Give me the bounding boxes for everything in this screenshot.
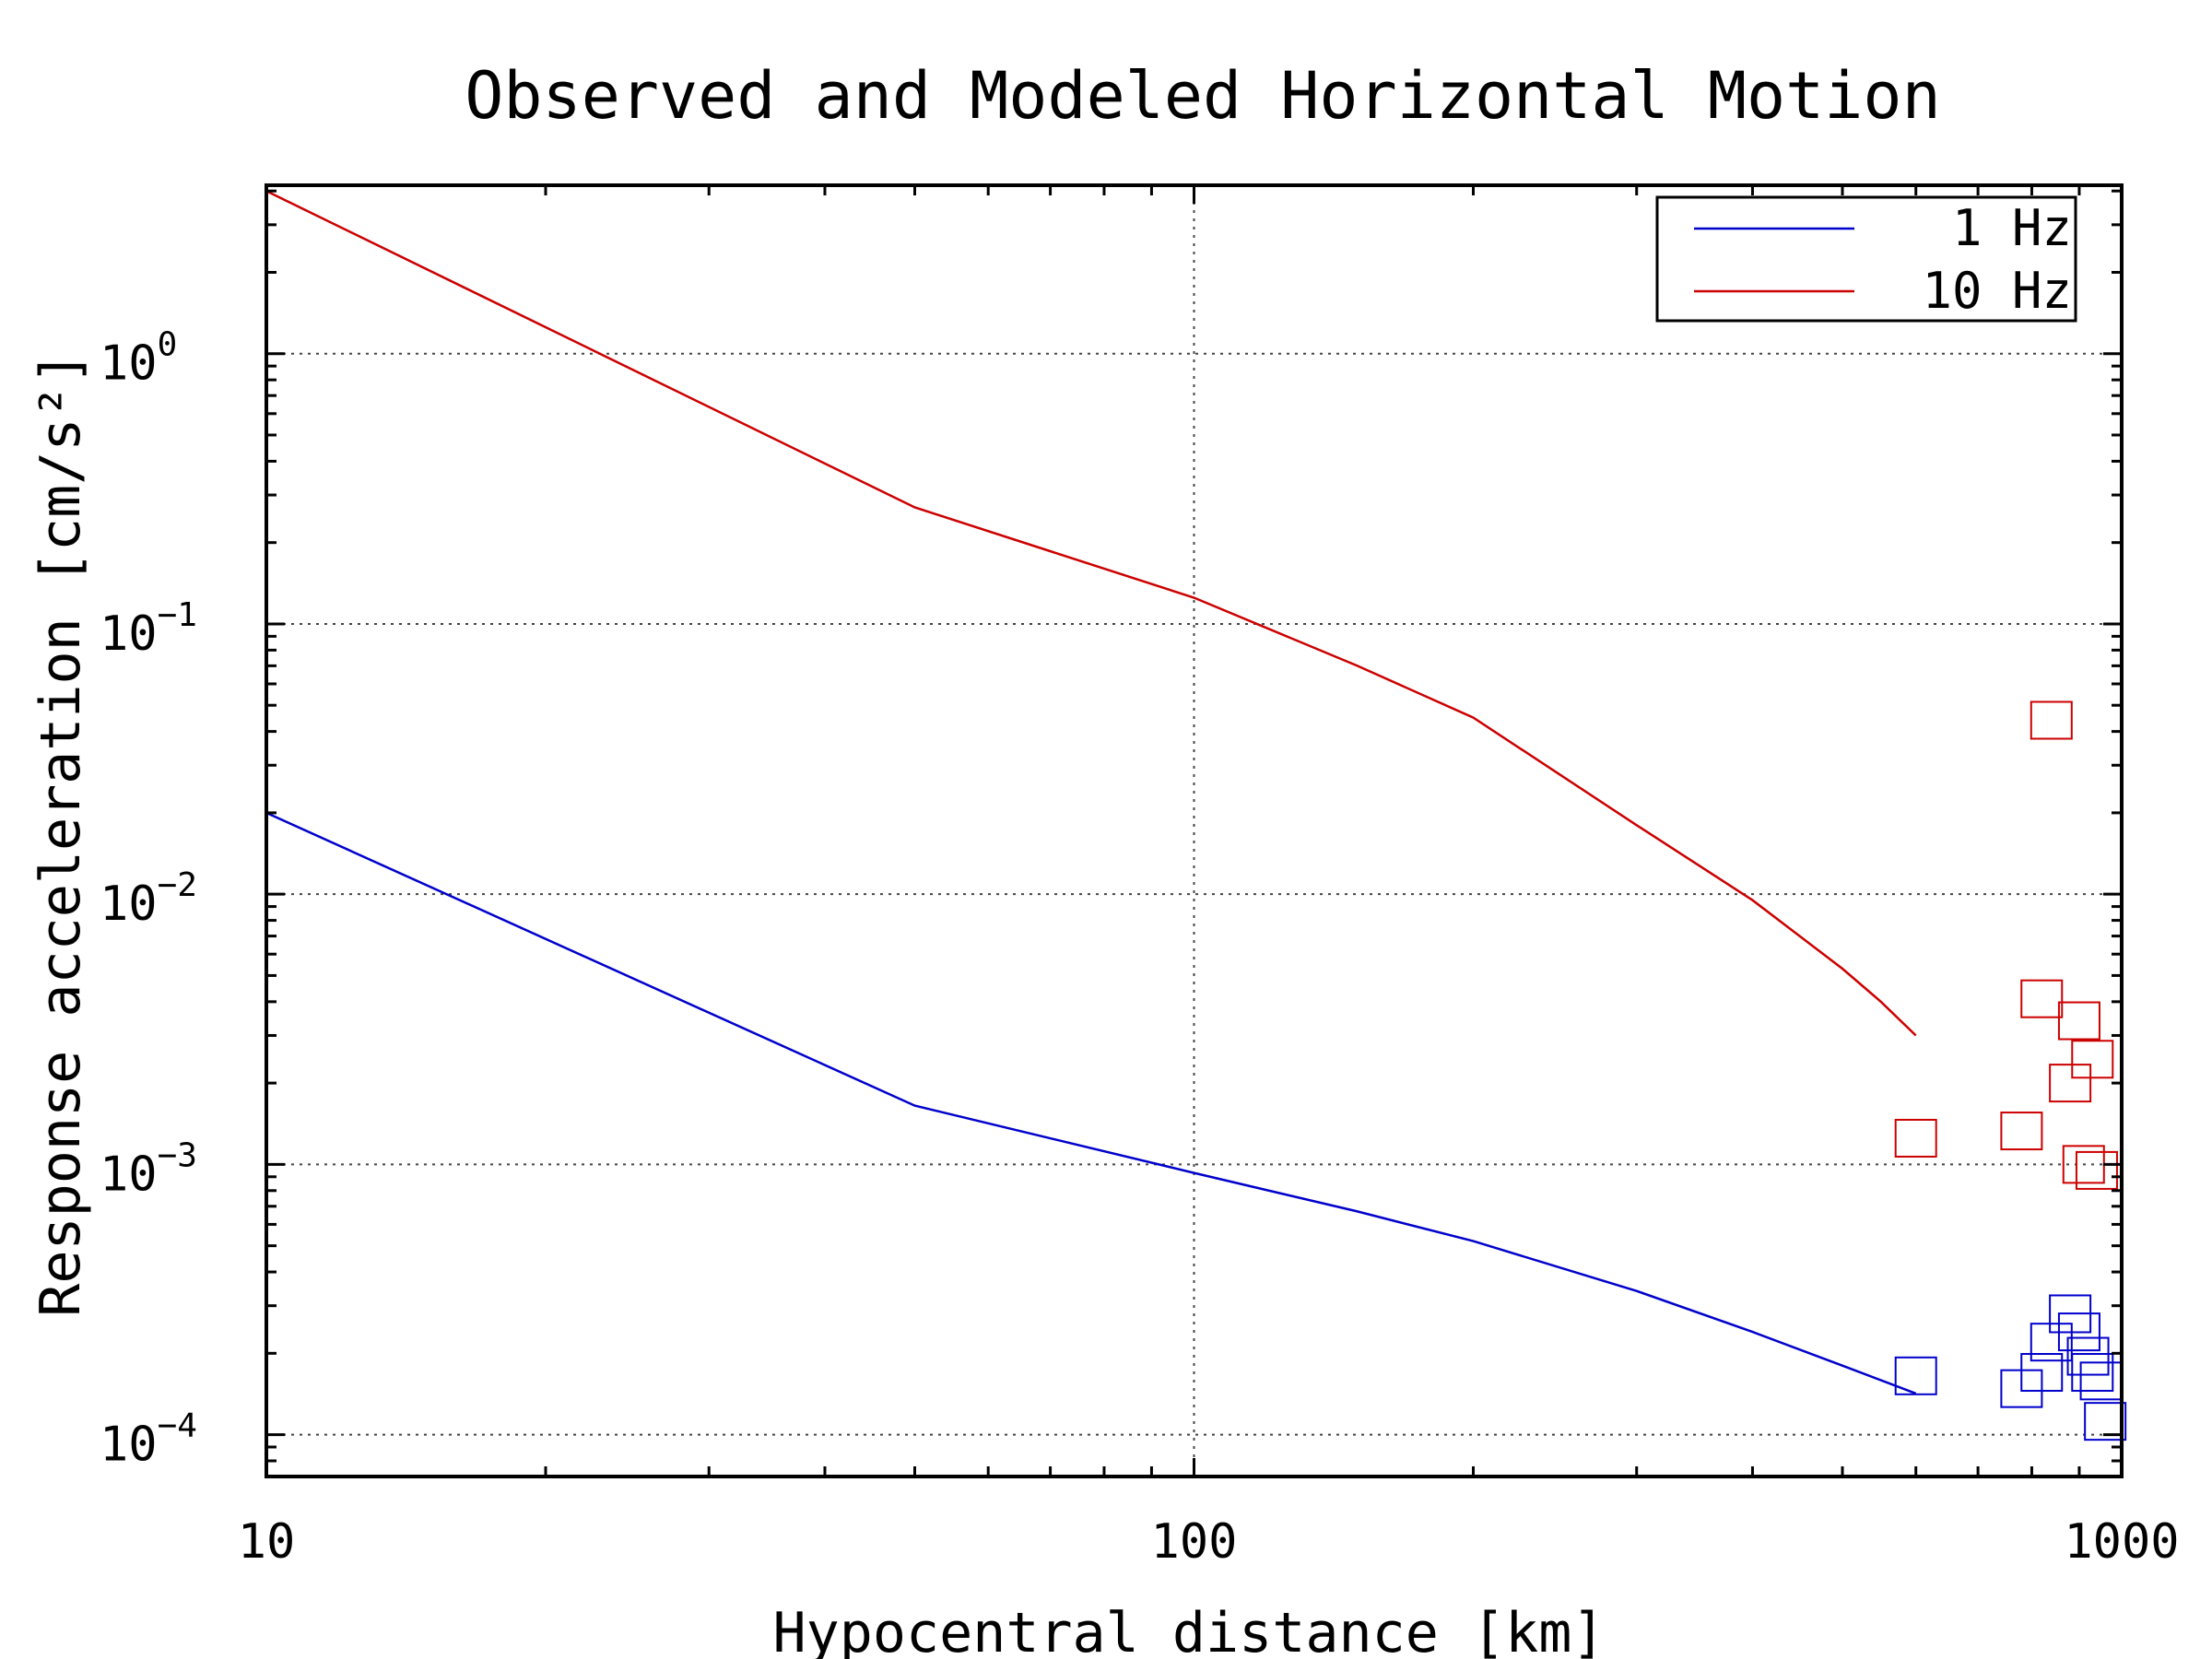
observed-point-10-hz (1894, 1118, 1937, 1158)
observed-point-1-hz (2057, 1312, 2100, 1352)
observed-point-10-hz (2000, 1112, 2043, 1151)
legend-label: 1 Hz (1952, 199, 2072, 257)
observed-point-1-hz (1894, 1356, 1937, 1395)
y-tick-label: 10−1 (100, 596, 197, 662)
grid (266, 185, 2122, 1477)
x-tick-label: 100 (1151, 1514, 1238, 1570)
chart-title: Observed and Modeled Horizontal Motion (465, 58, 1940, 134)
model-line-10-hz (265, 190, 1917, 1037)
observed-point-10-hz (2020, 979, 2064, 1018)
observed-point-10-hz (2030, 700, 2073, 740)
observed-point-1-hz (2020, 1353, 2064, 1393)
y-tick-label: 10−4 (100, 1407, 197, 1473)
observed-point-1-hz (2066, 1336, 2110, 1376)
observed-point-10-hz (2071, 1040, 2114, 1079)
observed-point-1-hz (2079, 1361, 2123, 1401)
observed-point-10-hz (2075, 1150, 2118, 1190)
x-tick-label: 10 (238, 1514, 296, 1570)
y-tick-label: 100 (100, 326, 177, 392)
observed-point-1-hz (2071, 1353, 2114, 1393)
y-axis-label: Response acceleration [cm/s²] (29, 351, 93, 1317)
model-line-1-hz (265, 811, 1917, 1395)
observed-point-1-hz (2084, 1402, 2127, 1441)
x-axis-label: Hypocentral distance [km] (772, 1601, 1605, 1659)
legend-label: 10 Hz (1922, 262, 2072, 320)
y-tick-label: 10−2 (100, 866, 197, 932)
x-tick-label: 1000 (2064, 1514, 2179, 1570)
x-tick-labels: 10 100 1000 (238, 1514, 2180, 1570)
legend-box (1655, 195, 2077, 323)
observed-point-10-hz (2049, 1064, 2092, 1103)
observed-point-1-hz (2030, 1323, 2073, 1362)
tick-marks (265, 185, 2122, 1478)
observed-point-10-hz (2057, 1001, 2100, 1041)
y-tick-label: 10−3 (100, 1136, 197, 1202)
y-tick-labels: 100 10−1 10−2 10−3 10−4 (100, 326, 197, 1473)
series-layer (265, 190, 2127, 1441)
